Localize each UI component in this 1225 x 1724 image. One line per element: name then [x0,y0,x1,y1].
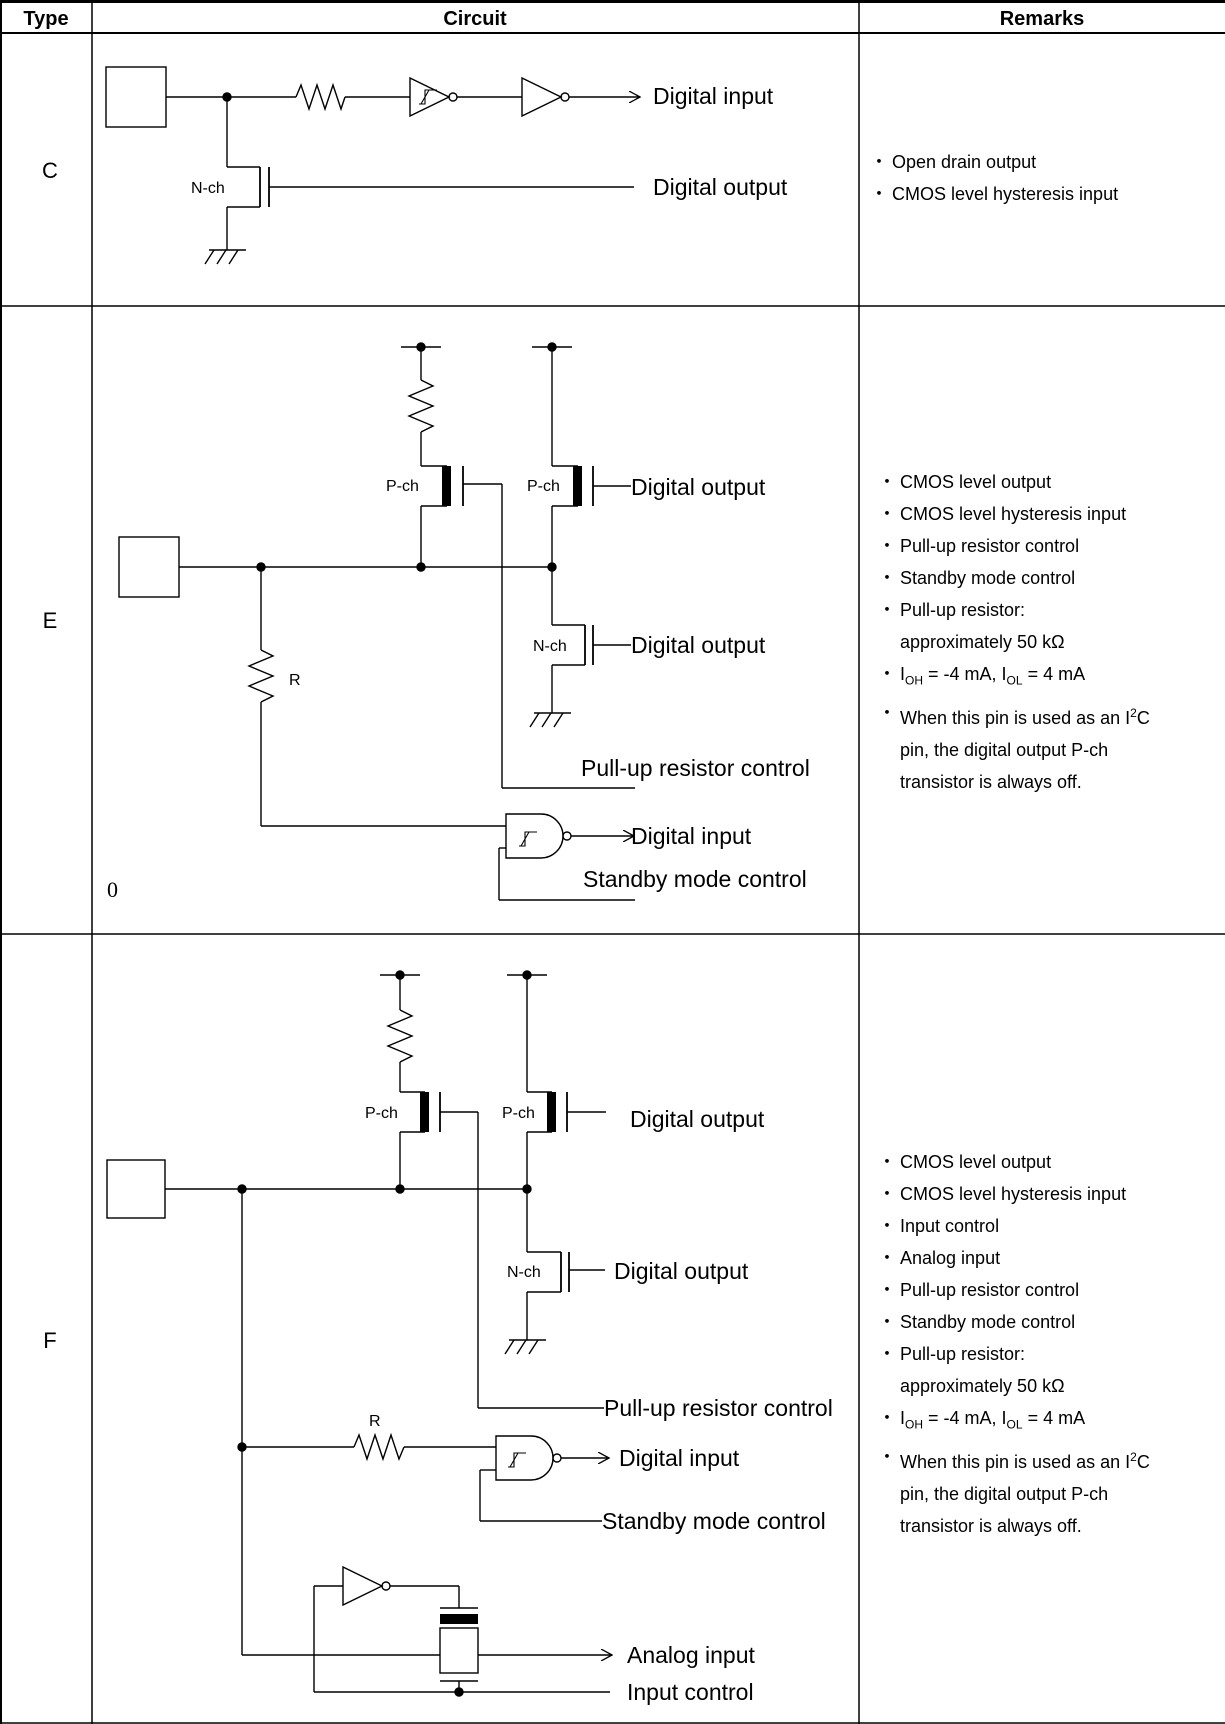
circuit-type-e [118,342,635,901]
inverter [521,76,563,118]
remark-continuation: pin, the digital output P-ch [900,739,1109,760]
header-remarks: Remarks [1000,8,1085,30]
label-f-standby-control: Standby mode control [602,1508,826,1534]
type-c: C [42,158,58,183]
remark-item: ・ IOH = -4 mA, IOL = 4 mA [878,1408,1086,1432]
label-c-digital-output: Digital output [653,174,788,200]
label-e-digital-output-p: Digital output [631,474,766,500]
schmitt-inverter [409,76,451,118]
remark-item: ・ Analog input [878,1248,1001,1268]
remark-item: ・ Standby mode control [878,1312,1076,1332]
label-f-input-control: Input control [627,1679,754,1705]
label-e-digital-output-n: Digital output [631,632,766,658]
remark-item: ・ Pull-up resistor: [878,600,1026,620]
remark-item: ・ Input control [878,1216,1000,1236]
ground-symbol [504,1339,546,1355]
remark-item: ・ IOH = -4 mA, IOL = 4 mA [878,664,1086,688]
remark-item: ・ Open drain output [870,152,1037,172]
remark-item: ・ CMOS level output [878,472,1052,492]
label-e-pch1: P-ch [386,478,419,495]
resistor-symbol [353,1432,405,1462]
remark-continuation: pin, the digital output P-ch [900,1483,1109,1504]
remarks-type-e: ・ CMOS level output ・ CMOS level hysteresi… [878,466,1150,798]
remark-item: ・ Pull-up resistor: [878,1344,1026,1364]
label-f-pullup-control: Pull-up resistor control [604,1395,833,1421]
type-e: E [43,608,58,633]
label-f-digital-input: Digital input [619,1445,740,1471]
remark-item: ・ CMOS level hysteresis input [878,1184,1127,1204]
label-c-digital-input: Digital input [653,83,774,109]
header-type: Type [23,8,68,30]
resistor-symbol [295,82,346,112]
remark-item: ・ Pull-up resistor control [878,1280,1080,1300]
label-e-standby-control: Standby mode control [583,866,807,892]
remark-item: ・ CMOS level hysteresis input [878,504,1127,524]
ground-symbol [529,712,571,728]
remarks-type-f: ・ CMOS level output ・ CMOS level hysteresi… [878,1146,1150,1542]
pin-pad [106,1159,166,1219]
circuit-type-c [105,66,640,265]
ground-symbol [204,249,246,265]
remark-continuation: transistor is always off. [900,1515,1082,1536]
label-c-nch: N-ch [191,180,225,197]
resistor-symbol [407,379,435,433]
schmitt-nand-gate [495,1435,554,1481]
label-f-digital-output-p: Digital output [630,1106,765,1132]
remarks-type-c: ・ Open drain output ・ CMOS level hysteresi… [870,146,1118,210]
label-f-pch2: P-ch [502,1105,535,1122]
label-f-pch1: P-ch [365,1105,398,1122]
remark-item: ・ Pull-up resistor control [878,536,1080,556]
remark-item: ・ CMOS level output [878,1152,1052,1172]
label-e-pullup-control: Pull-up resistor control [581,755,810,781]
header-circuit: Circuit [443,8,507,30]
remark-item: ・ When this pin is used as an I2C [878,1446,1150,1472]
label-e-pch2: P-ch [527,478,560,495]
resistor-symbol [386,1009,414,1063]
pin-pad [118,536,180,598]
label-f-digital-output-n: Digital output [614,1258,749,1284]
stray-zero: 0 [107,877,118,902]
type-f: F [43,1328,56,1353]
label-f-r: R [369,1413,381,1430]
resistor-symbol [247,649,275,703]
pin-pad [105,66,167,128]
remark-continuation: transistor is always off. [900,771,1082,792]
label-e-nch: N-ch [533,638,567,655]
remark-continuation: approximately 50 kΩ [900,632,1065,652]
label-e-digital-input: Digital input [631,823,752,849]
remark-item: ・ When this pin is used as an I2C [878,702,1150,728]
label-e-r: R [289,672,301,689]
remark-item: ・ CMOS level hysteresis input [870,184,1119,204]
circuit-type-f [106,970,612,1697]
inverter [342,1565,384,1607]
schmitt-nand-gate [505,813,564,859]
label-f-nch: N-ch [507,1264,541,1281]
remark-continuation: approximately 50 kΩ [900,1376,1065,1396]
transmission-gate [439,1627,479,1674]
label-f-analog-input: Analog input [627,1642,755,1668]
remark-item: ・ Standby mode control [878,568,1076,588]
